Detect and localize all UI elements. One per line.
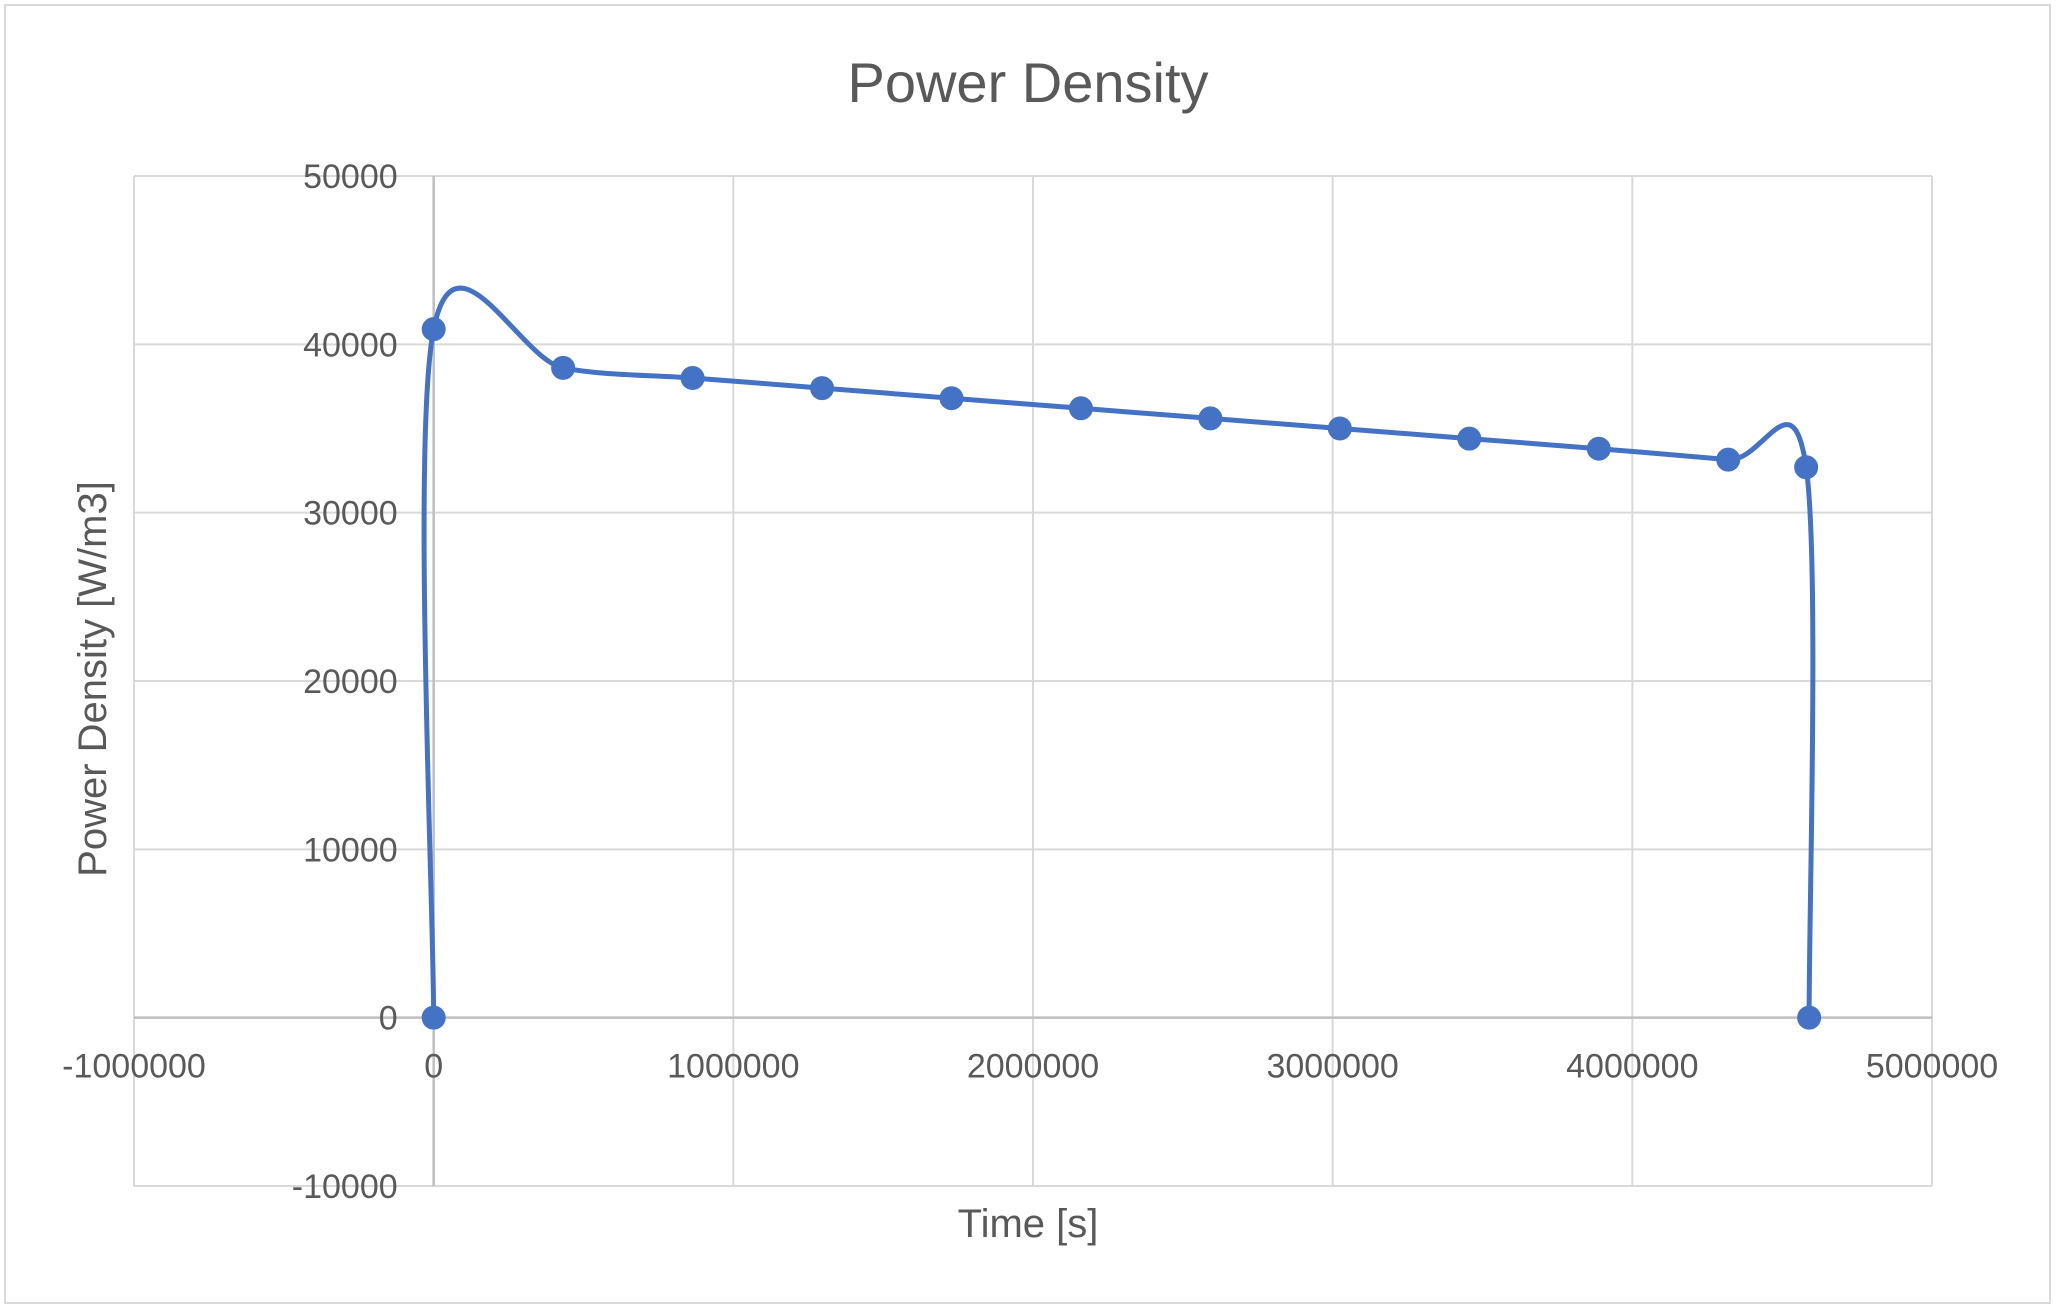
series-layer <box>421 285 1822 1030</box>
chart-frame: Power Density -1000000 0 1000000 2000000 300… <box>4 4 2051 1304</box>
y-tick-label: 40000 <box>303 326 398 364</box>
data-point <box>1457 426 1482 451</box>
tick-labels: -1000000 0 1000000 2000000 3000000 4000000 500… <box>62 158 1998 1206</box>
x-tick-label: 2000000 <box>967 1048 1099 1086</box>
data-point <box>1797 1005 1822 1030</box>
y-axis-title: Power Density [W/m3] <box>71 481 115 877</box>
data-point <box>680 366 705 390</box>
data-point <box>1327 416 1352 441</box>
y-tick-label: 50000 <box>303 158 398 196</box>
data-point <box>939 386 964 411</box>
y-tick-label: -10000 <box>292 1168 398 1206</box>
x-axis-title: Time [s] <box>958 1202 1099 1246</box>
x-tick-label: 5000000 <box>1866 1048 1998 1086</box>
data-point <box>1198 406 1223 431</box>
x-tick-label: 4000000 <box>1566 1048 1698 1086</box>
data-point <box>1716 447 1741 472</box>
x-tick-label: 0 <box>424 1048 443 1086</box>
data-point <box>810 376 835 401</box>
y-tick-label: 0 <box>379 1000 398 1038</box>
data-point <box>421 317 446 342</box>
y-tick-label: 10000 <box>303 831 398 869</box>
data-point <box>551 355 576 380</box>
chart-title: Power Density <box>847 51 1208 114</box>
data-point <box>1794 455 1819 480</box>
y-tick-label: 20000 <box>303 663 398 701</box>
data-point <box>1068 396 1093 421</box>
x-tick-label: 3000000 <box>1266 1048 1398 1086</box>
data-point <box>1586 436 1611 461</box>
power-density-chart: Power Density -1000000 0 1000000 2000000 300… <box>62 51 1998 1246</box>
x-tick-label: -1000000 <box>62 1048 206 1086</box>
data-point <box>421 1005 446 1030</box>
grid-lines <box>133 175 1933 1187</box>
y-tick-label: 30000 <box>303 495 398 533</box>
x-tick-label: 1000000 <box>667 1048 799 1086</box>
series-line-0 <box>421 285 1816 1018</box>
